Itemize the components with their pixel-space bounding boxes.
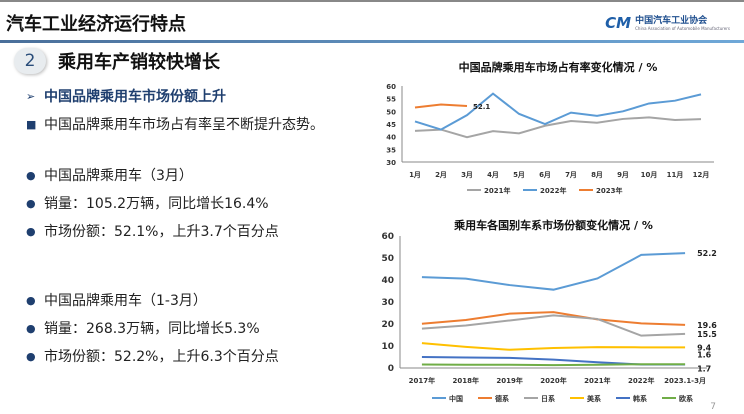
caam-logo-icon: CM <box>605 14 632 32</box>
bullet-marker-icon: ● <box>26 349 36 363</box>
section-number: 2 <box>14 48 46 74</box>
chart-country-share: 乘用车各国别车系市场份额变化情况 / % 0 10 20 30 40 50 60 2017年 20… <box>381 218 717 403</box>
chart-brand-share: 中国品牌乘用车市场占有率变化情况 / % 30 35 40 45 50 55 60 1月 2月 3月… <box>386 60 714 195</box>
bullet-item: ● 中国品牌乘用车（1-3月） <box>26 290 207 310</box>
y-tick-label: 40 <box>386 134 396 142</box>
y-tick-label: 50 <box>381 254 394 264</box>
x-tick-label: 2021年 <box>584 376 610 385</box>
bullet-text: 市场份额：52.1%，上升3.7个百分点 <box>44 224 279 240</box>
bullet-marker-icon: ● <box>26 224 36 238</box>
x-tick-label: 3月 <box>461 171 473 179</box>
legend-label: 中国 <box>449 394 463 403</box>
logo: CM 中国汽车工业协会 China Association of Automob… <box>605 14 730 32</box>
x-tick-label: 1月 <box>409 171 421 179</box>
data-label: 15.5 <box>697 330 717 339</box>
bullet-text: 中国品牌乘用车（1-3月） <box>44 293 207 309</box>
bullet-text: 中国品牌乘用车市场占有率呈不断提升态势。 <box>44 117 324 133</box>
x-tick-label: 10月 <box>641 171 658 179</box>
bullet-item: ● 销量：268.3万辆，同比增长5.3% <box>26 318 260 338</box>
bullet-item: ➢ 中国品牌乘用车市场份额上升 <box>26 86 226 106</box>
data-label: 1.7 <box>697 364 711 373</box>
x-tick-label: 2月 <box>435 171 447 179</box>
series-line-2021年 <box>414 116 702 139</box>
data-label: 52.2 <box>697 249 717 258</box>
bullet-text: 销量：105.2万辆，同比增长16.4% <box>44 196 269 212</box>
series-line-中国 <box>421 252 686 291</box>
x-tick-label: 8月 <box>591 171 603 179</box>
legend-label: 2021年 <box>484 186 510 195</box>
bullet-text: 中国品牌乘用车市场份额上升 <box>44 89 226 105</box>
chart-title: 乘用车各国别车系市场份额变化情况 / % <box>453 218 653 232</box>
legend-label: 2022年 <box>540 186 566 195</box>
x-tick-label: 9月 <box>617 171 629 179</box>
bullet-text: 中国品牌乘用车（3月） <box>44 168 193 184</box>
legend-label: 日系 <box>541 394 555 403</box>
y-tick-label: 40 <box>381 276 394 286</box>
logo-name: 中国汽车工业协会 <box>635 15 708 26</box>
legend-label: 德系 <box>495 394 509 403</box>
bullet-item: ● 销量：105.2万辆，同比增长16.4% <box>26 193 269 213</box>
x-tick-label: 4月 <box>487 171 499 179</box>
x-tick-label: 5月 <box>513 171 525 179</box>
chart-title: 中国品牌乘用车市场占有率变化情况 / % <box>459 60 658 74</box>
page-number: 7 <box>710 402 716 412</box>
logo-en: China Association of Automobile Manufact… <box>635 25 730 31</box>
series-line-日系 <box>421 314 686 337</box>
series-line-德系 <box>421 311 686 326</box>
legend-label: 欧系 <box>679 394 693 403</box>
bullet-marker-icon: ■ <box>26 117 37 131</box>
x-tick-label: 2023.1-3月 <box>664 377 706 385</box>
x-tick-label: 2022年 <box>628 376 654 385</box>
bullet-marker-icon: ● <box>26 293 36 307</box>
series-line-2022年 <box>414 92 702 131</box>
data-label: 19.6 <box>697 321 717 330</box>
y-tick-label: 20 <box>381 320 394 330</box>
y-tick-label: 30 <box>386 159 396 167</box>
bullet-item: ■ 中国品牌乘用车市场占有率呈不断提升态势。 <box>26 114 324 134</box>
legend-label: 韩系 <box>633 394 647 403</box>
x-tick-label: 2017年 <box>409 376 435 385</box>
x-tick-label: 7月 <box>565 171 577 179</box>
y-tick-label: 45 <box>386 121 396 129</box>
data-label: 9.4 <box>697 343 712 352</box>
y-tick-label: 60 <box>381 232 394 242</box>
x-tick-label: 11月 <box>667 171 684 179</box>
slide-title: 汽车工业经济运行特点 <box>6 14 186 35</box>
legend-label: 美系 <box>587 394 601 403</box>
x-tick-label: 12月 <box>693 171 710 179</box>
section-heading: 2 乘用车产销较快增长 <box>14 48 220 74</box>
y-tick-label: 0 <box>388 364 394 374</box>
bullet-marker-icon: ● <box>26 168 36 182</box>
y-tick-label: 30 <box>381 298 394 308</box>
data-label: 52.1 <box>473 103 490 111</box>
bullet-item: ● 中国品牌乘用车（3月） <box>26 165 193 185</box>
series-line-美系 <box>421 342 686 351</box>
section-title: 乘用车产销较快增长 <box>58 52 220 73</box>
bullet-item: ● 市场份额：52.1%，上升3.7个百分点 <box>26 221 279 241</box>
x-tick-label: 2018年 <box>453 376 479 385</box>
y-tick-label: 60 <box>386 83 396 91</box>
series-line-欧系 <box>421 363 686 367</box>
legend-label: 2023年 <box>596 186 622 195</box>
y-tick-label: 10 <box>381 342 394 352</box>
header-rule <box>0 40 744 43</box>
y-tick-label: 55 <box>386 96 396 104</box>
x-tick-label: 2019年 <box>496 376 522 385</box>
bullet-text: 市场份额：52.2%，上升6.3个百分点 <box>44 349 279 365</box>
y-tick-label: 50 <box>386 108 396 116</box>
bullet-marker-icon: ● <box>26 321 36 335</box>
x-tick-label: 6月 <box>539 171 551 179</box>
bullet-marker-icon: ● <box>26 196 36 210</box>
series-line-2023年 <box>414 103 468 109</box>
y-tick-label: 35 <box>386 146 396 154</box>
top-border <box>0 0 744 2</box>
x-tick-label: 2020年 <box>540 376 566 385</box>
bullet-marker-icon: ➢ <box>26 89 36 103</box>
bullet-text: 销量：268.3万辆，同比增长5.3% <box>44 321 260 337</box>
bullet-item: ● 市场份额：52.2%，上升6.3个百分点 <box>26 346 279 366</box>
data-label: 1.6 <box>697 350 712 359</box>
